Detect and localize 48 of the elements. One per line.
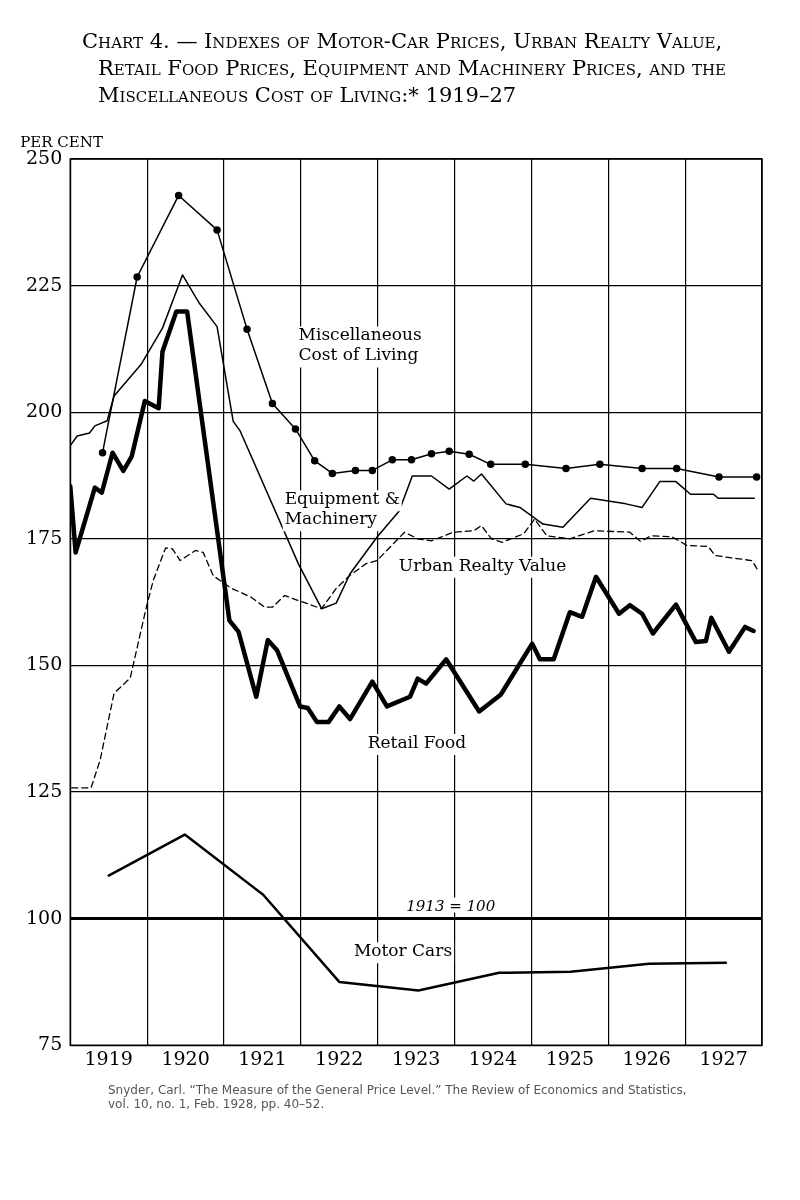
point	[98, 448, 107, 457]
point	[445, 447, 453, 455]
point	[521, 460, 530, 469]
point	[672, 464, 681, 473]
text: Snyder, Carl. “The Measure of the General Price Level.” The Review of Economics and Statistics, vol. 10, no. 1, Feb. 1928, pp. 40–52.	[107, 1082, 688, 1111]
y-tick-label: 125	[26, 778, 63, 801]
point	[351, 466, 360, 475]
point	[310, 457, 319, 465]
series-label: Equipment & Machinery	[284, 488, 400, 529]
point	[174, 191, 183, 200]
y-tick-label: 75	[38, 1032, 63, 1055]
y-tick-label: 100	[26, 905, 63, 928]
x-tick-label: 1919	[84, 1046, 133, 1069]
x-tick-label: 1926	[622, 1046, 671, 1069]
point	[752, 473, 761, 481]
chart-title: Chart 4. — Indexes of Motor-Car Prices, Urban Realty Value, Retail Food Prices, Equipment and Machinery Prices, and the Miscellaneous Cost of Living:* 1919–27	[81, 28, 728, 109]
point	[328, 469, 337, 478]
point	[486, 460, 495, 469]
ref-line-label: 1913 = 100	[406, 896, 496, 915]
x-tick-label: 1922	[315, 1046, 364, 1069]
x-tick-label: 1924	[468, 1046, 518, 1069]
point	[368, 466, 377, 475]
point	[427, 449, 436, 458]
point	[715, 473, 723, 481]
series-label: Motor Cars	[353, 940, 453, 961]
point	[638, 464, 646, 473]
y-tick-label: 175	[26, 525, 63, 548]
x-tick-label: 1923	[391, 1046, 441, 1069]
y-tick-label: 200	[26, 399, 63, 422]
series-label: Urban Realty Value	[398, 554, 567, 575]
point	[268, 399, 277, 408]
point	[407, 456, 416, 464]
series-label: Retail Food	[367, 731, 467, 752]
x-tick-label: 1920	[161, 1046, 210, 1069]
y-tick-label: 150	[26, 652, 63, 675]
point	[133, 273, 141, 281]
point	[243, 325, 251, 333]
point	[562, 464, 570, 473]
point	[465, 450, 473, 458]
point	[291, 425, 300, 433]
point	[596, 460, 604, 469]
y-tick-label: 225	[26, 272, 63, 295]
text: Miscellaneous Cost of Living	[298, 324, 422, 365]
point	[213, 226, 221, 234]
point	[388, 456, 397, 464]
x-tick-label: 1925	[545, 1046, 595, 1069]
x-tick-label: 1927	[699, 1046, 748, 1069]
x-tick-label: 1921	[238, 1046, 287, 1069]
